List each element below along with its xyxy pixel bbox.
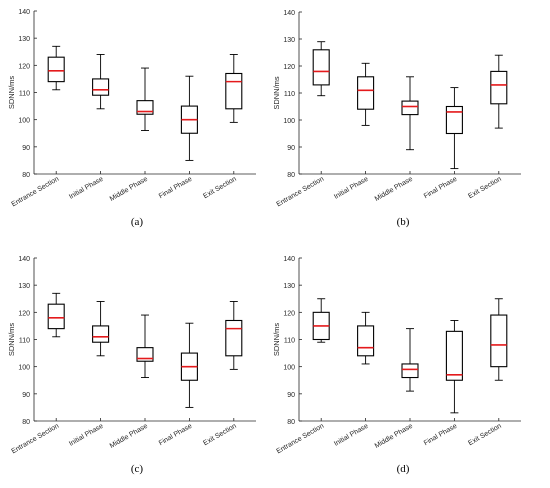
x-tick-label: Final Phase [423, 423, 459, 448]
y-tick-label: 90 [22, 145, 30, 152]
x-tick-label: Entrance Section [11, 176, 61, 209]
x-tick-label: Middle Phase [374, 423, 414, 450]
y-axis-label: SDNN/ms [272, 76, 281, 110]
x-tick-label: Entrance Section [11, 423, 61, 456]
chart-panel-b: 80 90 100 110 120 130 140 SDNN/ms Entrance Secti… [272, 10, 521, 228]
box-iqr [225, 319, 243, 357]
box-iqr [47, 56, 65, 83]
x-tick-label: Exit Section [202, 176, 238, 201]
y-tick-label: 100 [18, 365, 30, 372]
box-2 [357, 311, 375, 365]
box-2 [92, 301, 110, 357]
box-1 [47, 292, 65, 338]
x-tick-label: Final Phase [423, 176, 459, 201]
y-axis-label: SDNN/ms [7, 323, 16, 357]
box-1 [312, 41, 330, 97]
x-tick-label: Exit Section [467, 176, 503, 201]
box-iqr [312, 49, 330, 86]
y-tick-label: 130 [18, 283, 30, 290]
y-axis-label: SDNN/ms [7, 76, 16, 110]
y-tick-label: 130 [18, 36, 30, 43]
box-iqr [92, 78, 110, 96]
box-3 [401, 76, 419, 151]
box-5 [490, 54, 508, 129]
x-tick-label: Final Phase [158, 423, 194, 448]
x-tick-label: Exit Section [202, 423, 238, 448]
y-tick-label: 130 [283, 37, 295, 44]
box-4 [180, 322, 198, 408]
x-tick-label: Middle Phase [109, 176, 149, 203]
y-tick-label: 100 [283, 365, 295, 372]
box-3 [401, 328, 419, 392]
box-4 [445, 87, 463, 170]
box-iqr [92, 325, 110, 343]
y-tick-label: 80 [287, 172, 295, 179]
box-1 [312, 298, 330, 343]
box-4 [180, 75, 198, 161]
panel-caption: (a) [131, 216, 144, 228]
x-tick-label: Initial Phase [333, 423, 370, 448]
y-tick-label: 80 [287, 419, 295, 426]
y-tick-label: 90 [287, 392, 295, 399]
x-tick-label: Initial Phase [68, 176, 105, 201]
y-tick-label: 120 [283, 310, 295, 317]
box-iqr [47, 303, 65, 330]
x-tick-label: Initial Phase [333, 176, 370, 201]
box-iqr [357, 325, 375, 357]
y-tick-label: 80 [22, 172, 30, 179]
y-axis-label: SDNN/ms [272, 323, 281, 357]
y-tick-label: 110 [19, 338, 30, 345]
box-2 [357, 62, 375, 126]
box-iqr [357, 76, 375, 110]
x-tick-label: Entrance Section [276, 176, 326, 209]
y-tick-label: 90 [287, 145, 295, 152]
y-tick-label: 140 [18, 9, 30, 16]
x-tick-label: Exit Section [467, 423, 503, 448]
y-tick-label: 120 [18, 310, 30, 317]
panel-caption: (d) [397, 463, 410, 475]
box-3 [136, 67, 154, 131]
box-iqr [445, 330, 463, 381]
box-iqr [225, 72, 243, 110]
x-tick-label: Entrance Section [276, 423, 326, 456]
box-5 [490, 298, 508, 381]
y-tick-label: 120 [283, 64, 295, 71]
x-tick-label: Middle Phase [374, 176, 414, 203]
chart-panel-c: 80 90 100 110 120 130 140 SDNN/ms Entrance Secti… [7, 256, 256, 475]
box-iqr [490, 314, 508, 368]
y-tick-label: 140 [283, 256, 295, 263]
y-tick-label: 100 [283, 118, 295, 125]
y-tick-label: 130 [283, 283, 295, 290]
box-iqr [445, 105, 463, 135]
x-tick-label: Final Phase [158, 176, 194, 201]
box-3 [136, 314, 154, 378]
y-tick-label: 110 [284, 338, 295, 345]
x-tick-label: Initial Phase [68, 423, 105, 448]
y-tick-label: 100 [18, 118, 30, 125]
box-iqr [136, 100, 154, 115]
y-tick-label: 110 [284, 91, 295, 98]
box-iqr [490, 70, 508, 105]
y-tick-label: 140 [18, 256, 30, 263]
box-2 [92, 54, 110, 110]
y-tick-label: 90 [22, 392, 30, 399]
chart-panel-a: 80 90 100 110 120 130 140 SDNN/ms Entrance Secti… [7, 9, 256, 228]
y-tick-label: 80 [22, 419, 30, 426]
panel-caption: (c) [131, 463, 144, 475]
box-4 [445, 320, 463, 414]
y-tick-label: 110 [19, 91, 30, 98]
box-5 [225, 54, 243, 123]
x-tick-label: Middle Phase [109, 423, 149, 450]
box-5 [225, 301, 243, 370]
box-iqr [136, 347, 154, 362]
panel-caption: (b) [397, 216, 410, 228]
chart-panel-d: 80 90 100 110 120 130 140 SDNN/ms Entrance Secti… [272, 256, 521, 475]
y-tick-label: 140 [283, 10, 295, 17]
y-tick-label: 120 [18, 63, 30, 70]
box-iqr [401, 363, 419, 379]
box-iqr [401, 100, 419, 116]
box-1 [47, 45, 65, 91]
